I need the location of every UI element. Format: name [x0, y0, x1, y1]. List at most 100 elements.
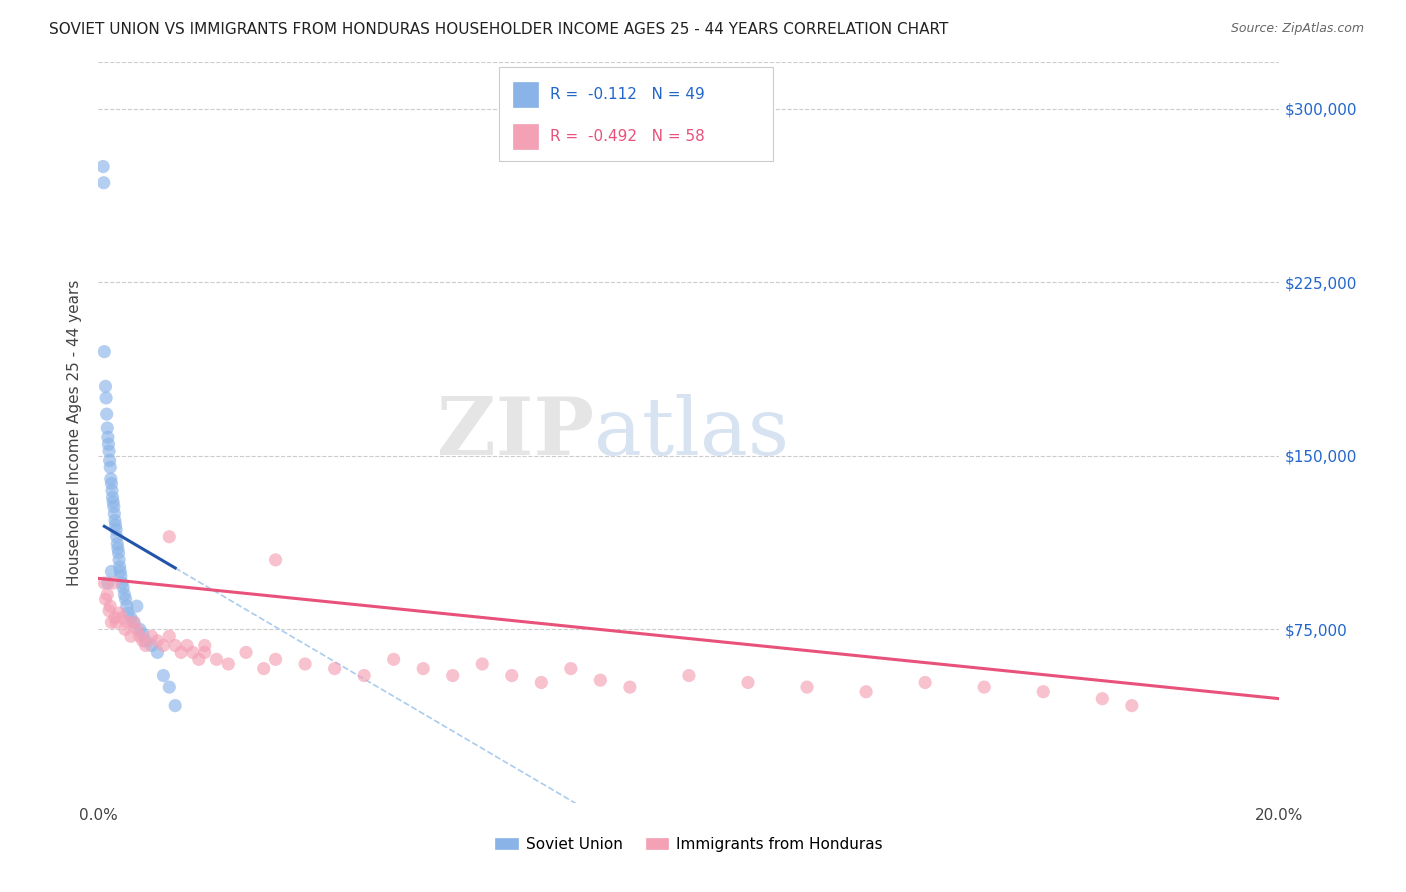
Point	[114, 592, 136, 607]
Point	[441, 668, 464, 682]
Point	[93, 576, 115, 591]
Point	[112, 581, 135, 595]
Point	[104, 514, 127, 528]
Point	[253, 662, 276, 676]
Point	[122, 615, 145, 630]
Point	[98, 599, 121, 614]
Point	[91, 160, 114, 174]
Point	[104, 610, 127, 624]
Point	[135, 633, 157, 648]
Point	[105, 530, 128, 544]
Text: Source: ZipAtlas.com: Source: ZipAtlas.com	[1230, 22, 1364, 36]
Point	[125, 599, 148, 614]
Point	[973, 680, 995, 694]
Legend: Soviet Union, Immigrants from Honduras: Soviet Union, Immigrants from Honduras	[489, 830, 889, 858]
Text: R =  -0.492   N = 58: R = -0.492 N = 58	[550, 129, 704, 145]
Point	[855, 685, 877, 699]
Text: ZIP: ZIP	[437, 393, 595, 472]
Point	[128, 629, 150, 643]
Point	[111, 610, 134, 624]
Point	[146, 633, 169, 648]
Point	[589, 673, 612, 688]
Point	[98, 460, 121, 475]
Point	[560, 662, 582, 676]
Point	[796, 680, 818, 694]
Text: atlas: atlas	[595, 393, 790, 472]
Point	[412, 662, 434, 676]
Point	[100, 615, 122, 630]
Point	[107, 546, 129, 560]
Point	[471, 657, 494, 671]
Point	[619, 680, 641, 694]
Point	[94, 592, 117, 607]
Text: SOVIET UNION VS IMMIGRANTS FROM HONDURAS HOUSEHOLDER INCOME AGES 25 - 44 YEARS C: SOVIET UNION VS IMMIGRANTS FROM HONDURAS…	[49, 22, 949, 37]
Point	[235, 645, 257, 659]
Point	[678, 668, 700, 682]
Point	[141, 629, 163, 643]
Point	[157, 629, 180, 643]
Point	[114, 622, 136, 636]
Point	[187, 652, 209, 666]
Point	[105, 615, 128, 630]
Point	[217, 657, 239, 671]
Point	[111, 576, 134, 591]
Point	[105, 523, 128, 537]
Point	[194, 645, 217, 659]
Point	[108, 606, 131, 620]
Point	[1032, 685, 1054, 699]
Point	[101, 483, 124, 498]
Point	[103, 576, 125, 591]
Point	[501, 668, 523, 682]
Point	[135, 639, 157, 653]
Point	[120, 629, 142, 643]
Point	[194, 639, 217, 653]
Point	[181, 645, 204, 659]
Point	[96, 588, 118, 602]
Point	[93, 344, 115, 359]
Point	[170, 645, 193, 659]
Point	[97, 576, 120, 591]
Point	[146, 645, 169, 659]
Point	[117, 606, 139, 620]
Point	[107, 541, 129, 556]
Point	[96, 421, 118, 435]
Point	[103, 500, 125, 514]
Point	[205, 652, 228, 666]
Point	[122, 615, 145, 630]
Point	[100, 472, 122, 486]
Point	[152, 668, 174, 682]
Point	[737, 675, 759, 690]
Point	[108, 553, 131, 567]
Point	[141, 639, 163, 653]
Point	[110, 565, 132, 579]
Point	[176, 639, 198, 653]
Point	[96, 407, 118, 421]
Point	[117, 615, 139, 630]
Point	[157, 530, 180, 544]
Point	[165, 698, 187, 713]
Point	[132, 627, 155, 641]
Point	[530, 675, 553, 690]
Point	[128, 622, 150, 636]
Point	[294, 657, 316, 671]
Point	[103, 495, 125, 509]
Point	[100, 565, 122, 579]
Point	[125, 622, 148, 636]
Point	[1091, 691, 1114, 706]
Point	[93, 176, 115, 190]
Y-axis label: Householder Income Ages 25 - 44 years: Householder Income Ages 25 - 44 years	[67, 279, 83, 586]
Point	[101, 491, 124, 505]
Point	[264, 652, 287, 666]
Point	[98, 604, 121, 618]
Point	[108, 559, 131, 574]
Point	[115, 599, 138, 614]
Point	[914, 675, 936, 690]
Point	[98, 444, 121, 458]
Point	[94, 379, 117, 393]
Point	[157, 680, 180, 694]
Point	[97, 437, 120, 451]
Text: R =  -0.112   N = 49: R = -0.112 N = 49	[550, 87, 704, 103]
Point	[165, 639, 187, 653]
Point	[100, 476, 122, 491]
Point	[152, 639, 174, 653]
